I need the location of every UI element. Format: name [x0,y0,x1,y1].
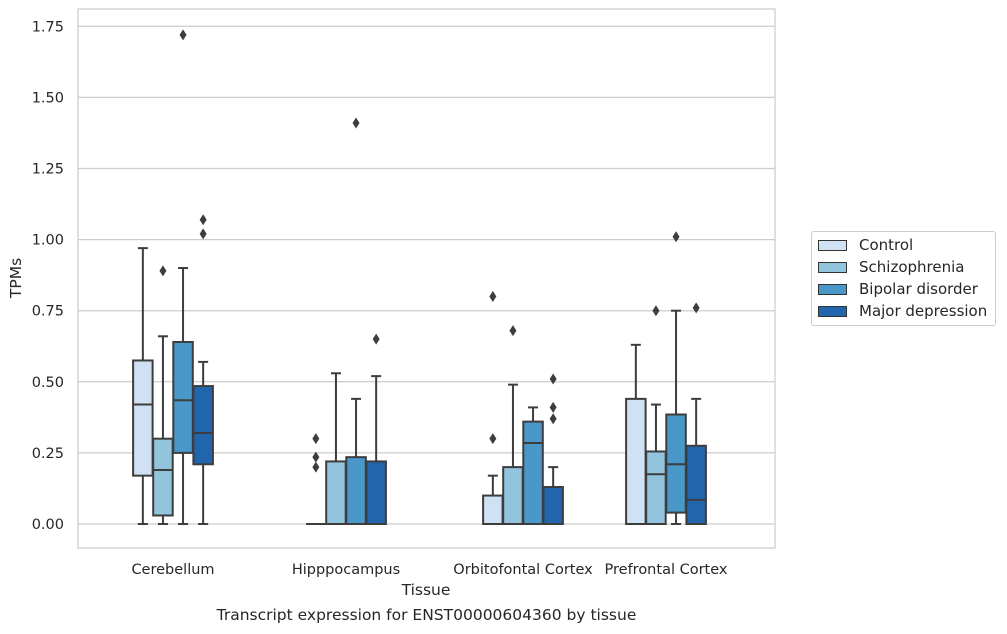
y-tick-label: 1.25 [32,162,64,178]
box-major-depression-cerebellum [192,214,214,525]
box-control-hipppocampus [306,433,326,525]
box-body [685,444,707,526]
legend-label-schizophrenia: Schizophrenia [859,258,965,276]
box-body [325,460,347,526]
legend-label-major-depression: Major depression [859,302,988,320]
x-axis-label: Tissue [401,581,451,599]
box-body [152,437,174,517]
legend-swatch-bipolar-disorder [818,283,847,295]
chart-caption: Transcript expression for ENST0000060436… [216,606,637,624]
box-body [542,486,564,526]
y-tick-label: 0.00 [32,517,64,533]
outlier-point [549,373,557,385]
box-control-cerebellum [132,247,154,525]
legend-item-control: Control [818,235,913,255]
outlier-point [312,433,320,445]
box-schizophrenia-orbitofontal-cortex [502,325,524,525]
box-body [132,359,154,477]
boxes [132,29,707,526]
y-axis-ticks: 0.00 0.25 0.50 0.75 1.00 1.25 1.50 1.75 [32,19,64,533]
box-control-orbitofontal-cortex [482,290,504,525]
outlier-point [672,231,680,243]
outlier-point [489,433,497,445]
legend-swatch-control [818,239,847,251]
legend: Control Schizophrenia Bipolar disorder M… [811,231,996,326]
x-tick-label: Orbitofontal Cortex [453,562,593,578]
box-schizophrenia-cerebellum [152,265,174,525]
outlier-point [652,305,660,317]
box-body [502,466,524,525]
legend-swatch-major-depression [818,305,847,317]
box-body [172,340,194,454]
y-tick-label: 1.75 [32,19,64,35]
box-body [482,494,504,525]
legend-item-major-depression: Major depression [818,301,987,321]
outlier-point [549,413,557,425]
outlier-point [159,265,167,277]
box-major-depression-orbitofontal-cortex [542,373,564,526]
outlier-point [509,325,517,337]
legend-item-bipolar-disorder: Bipolar disorder [818,279,978,299]
plot-area-frame [77,8,776,549]
y-tick-label: 0.50 [32,375,64,391]
box-body [345,456,367,525]
outlier-point [312,451,320,463]
box-body [645,450,667,525]
outlier-point [692,302,700,314]
x-tick-label: Prefrontal Cortex [605,562,728,578]
x-axis-ticks: Cerebellum Hipppocampus Orbitofontal Corte… [131,562,727,578]
outlier-point [199,214,207,226]
outlier-point [199,228,207,240]
box-major-depression-hipppocampus [365,333,387,526]
box-schizophrenia-prefrontal-cortex [645,305,667,525]
outlier-point [312,461,320,473]
x-tick-label: Hipppocampus [292,562,400,578]
y-tick-label: 1.50 [32,90,64,106]
box-schizophrenia-hipppocampus [325,372,347,526]
legend-label-control: Control [859,236,914,254]
outlier-point [489,290,497,302]
box-body [365,460,387,526]
box-bipolar-disorder-prefrontal-cortex [665,231,687,525]
box-body [192,385,214,466]
box-body [625,397,647,526]
y-tick-label: 0.75 [32,304,64,320]
x-tick-label: Cerebellum [131,562,214,578]
box-major-depression-prefrontal-cortex [685,302,707,526]
box-body [522,420,544,525]
outlier-point [179,29,187,41]
legend-item-schizophrenia: Schizophrenia [818,257,964,277]
outlier-point [352,117,360,129]
y-tick-label: 0.25 [32,446,64,462]
box-bipolar-disorder-orbitofontal-cortex [522,406,544,525]
outlier-point [372,333,380,345]
y-axis-label: TPMs [7,258,25,299]
legend-swatch-schizophrenia [818,261,847,273]
outlier-point [549,401,557,413]
legend-label-bipolar-disorder: Bipolar disorder [859,280,978,298]
box-bipolar-disorder-hipppocampus [345,117,367,525]
box-control-prefrontal-cortex [625,343,647,526]
box-bipolar-disorder-cerebellum [172,29,194,525]
y-tick-label: 1.00 [32,233,64,249]
